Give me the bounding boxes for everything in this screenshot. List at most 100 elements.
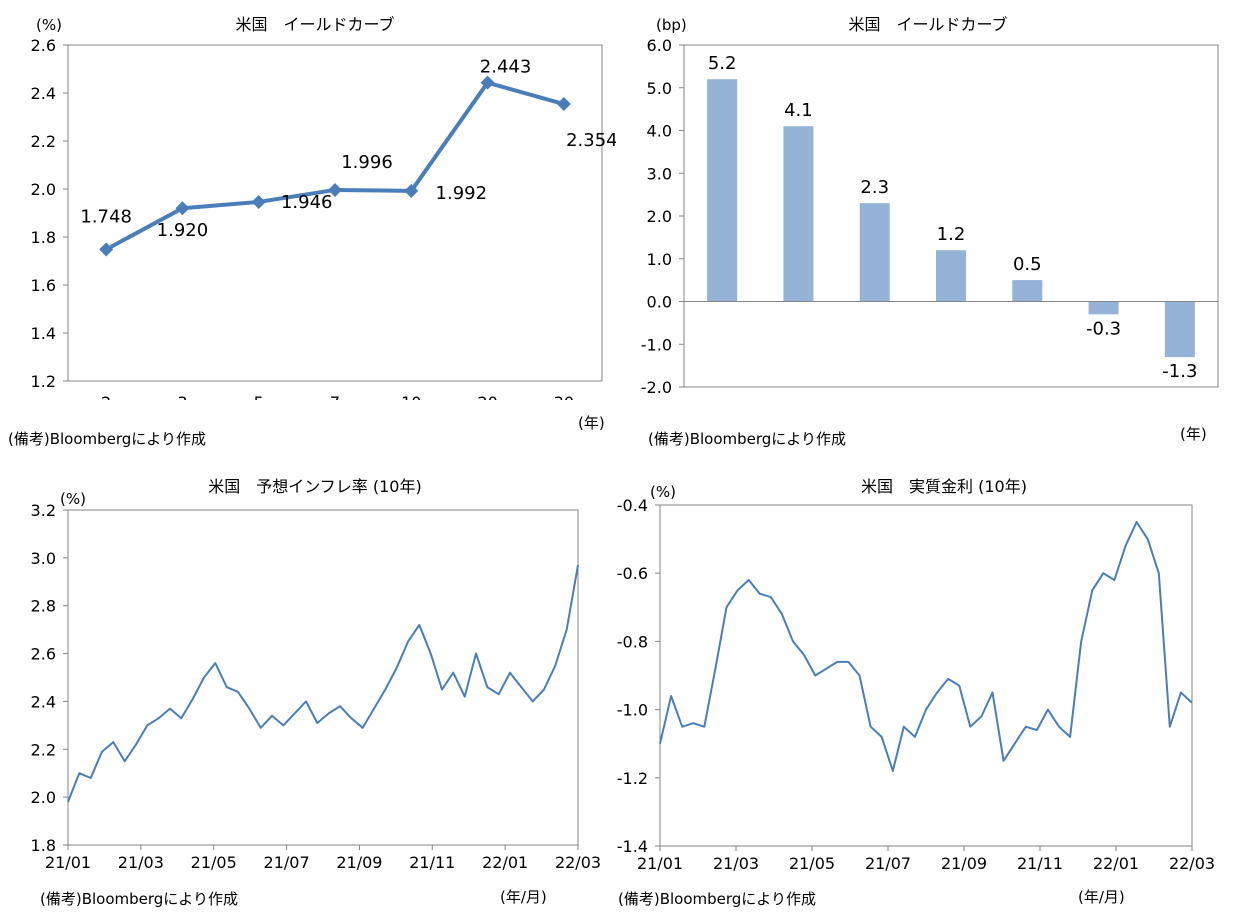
x-tick-label: 7 [946, 398, 956, 400]
series-line [659, 521, 1193, 772]
y-tick-label: 1.4 [31, 324, 56, 343]
y-tick-label: 3.2 [31, 501, 56, 520]
x-tick-label: 2 [101, 393, 111, 400]
y-tick-label: 3.0 [31, 549, 56, 568]
x-tick-label: 21/07 [865, 854, 911, 873]
data-label: 1.748 [80, 206, 132, 227]
x-tick-label: 30 [1170, 398, 1190, 400]
x-tick-label: 3 [177, 393, 187, 400]
y-tick-label: 2.4 [31, 84, 56, 103]
y-tick-label: -1.4 [617, 837, 648, 856]
y-tick-label: 4.0 [647, 122, 672, 141]
data-label: 2.3 [860, 177, 889, 198]
x-tick-label: 21/09 [941, 854, 987, 873]
data-label: 1.996 [341, 152, 393, 173]
y-unit-label: (%) [650, 483, 676, 501]
x-tick-label: 21/09 [336, 853, 382, 872]
y-tick-label: 6.0 [647, 36, 672, 55]
x-tick-label: 22/01 [482, 853, 528, 872]
inflation-expectation-chart: 米国 予想インフレ率 (10年) (%) 1.8 2.0 2.2 2.4 2.6 2.8 3… [31, 477, 602, 872]
x-tick-label: 10 [1017, 398, 1037, 400]
source-note: (備考)Bloombergにより作成 [648, 430, 847, 448]
y-tick-label: 1.8 [31, 228, 56, 247]
data-point-marker [480, 75, 495, 90]
y-tick-label: 2.6 [31, 645, 56, 664]
y-unit-label: (bp) [656, 16, 687, 34]
bar [1164, 301, 1195, 358]
real-rate-panel: 米国 実質金利 (10年) (%) -1.4 -1.2 -1.0 -0.8 -0.6 -0… [616, 460, 1233, 923]
y-tick-label: 1.0 [647, 250, 672, 269]
data-label: 1.920 [157, 220, 209, 241]
y-tick-label: 2.6 [31, 36, 56, 55]
x-tick-label: 21/11 [409, 853, 455, 872]
x-unit-label: (年/月) [500, 888, 547, 906]
yield-curve-line-panel: 米国 イールドカーブ (%) 1.2 1.4 1.6 1.8 2.0 2.2 2.4 2.6 2… [0, 0, 618, 460]
x-unit-label: (年) [578, 414, 605, 432]
data-label: 1.992 [436, 183, 488, 204]
x-tick-label: 22/03 [1169, 854, 1215, 873]
data-label: 5.2 [708, 53, 737, 74]
y-unit-label: (%) [60, 490, 86, 508]
real-rate-chart: 米国 実質金利 (10年) (%) -1.4 -1.2 -1.0 -0.8 -0.6 -0… [617, 477, 1215, 873]
data-label: 4.1 [784, 100, 813, 121]
y-unit-label: (%) [36, 16, 62, 34]
x-tick-label: 2 [717, 398, 727, 400]
x-tick-label: 21/05 [789, 854, 835, 873]
y-tick-label: -2.0 [641, 378, 672, 397]
source-note: (備考)Bloombergにより作成 [618, 890, 817, 908]
y-tick-label: 3.0 [647, 164, 672, 183]
data-label: -0.3 [1086, 318, 1121, 339]
chart-title: 米国 イールドカーブ [235, 15, 394, 34]
y-tick-label: 2.4 [31, 692, 56, 711]
data-label: 2.354 [566, 130, 616, 151]
x-tick-label: 20 [1093, 398, 1113, 400]
y-tick-label: 1.2 [31, 372, 56, 391]
x-tick-label: 21/05 [191, 853, 237, 872]
data-label: -1.3 [1162, 361, 1197, 382]
bar [707, 79, 738, 302]
y-tick-label: 2.0 [31, 788, 56, 807]
source-note: (備考)Bloombergにより作成 [40, 890, 239, 908]
x-tick-label: 21/03 [118, 853, 164, 872]
data-label: 1.946 [281, 192, 333, 213]
data-point-marker [328, 182, 342, 197]
bar [859, 203, 890, 302]
x-tick-label: 30 [554, 393, 574, 400]
data-point-marker [556, 97, 571, 112]
x-tick-label: 3 [793, 398, 803, 400]
x-tick-label: 10 [401, 393, 421, 400]
chart-title: 米国 実質金利 (10年) [861, 477, 1027, 496]
x-tick-label: 21/01 [637, 854, 683, 873]
y-tick-label: 2.2 [31, 132, 56, 151]
x-tick-label: 5 [870, 398, 880, 400]
y-tick-label: 2.0 [647, 207, 672, 226]
x-tick-label: 21/01 [45, 853, 91, 872]
y-tick-label: -1.0 [641, 335, 672, 354]
data-point-marker [404, 183, 419, 198]
y-tick-label: -1.2 [617, 769, 648, 788]
y-tick-label: 2.2 [31, 740, 56, 759]
data-label: 0.5 [1013, 254, 1042, 275]
inflation-expectation-panel: 米国 予想インフレ率 (10年) (%) 1.8 2.0 2.2 2.4 2.6 2.8 3… [0, 460, 616, 923]
x-unit-label: (年/月) [1078, 888, 1125, 906]
x-tick-label: 21/07 [264, 853, 310, 872]
x-tick-label: 22/01 [1093, 854, 1139, 873]
y-tick-label: -1.0 [617, 701, 648, 720]
y-tick-label: 2.8 [31, 597, 56, 616]
x-tick-label: 20 [477, 393, 497, 400]
y-tick-label: 1.8 [31, 836, 56, 855]
bar [1012, 280, 1043, 302]
bar [1088, 301, 1119, 315]
bar [936, 250, 966, 302]
yield-curve-change-panel: 米国 イールドカーブ (bp) -2.0 -1.0 0.0 1.0 2.0 3.0 4.0 5… [616, 0, 1233, 460]
bar [783, 126, 814, 302]
y-tick-label: 2.0 [31, 180, 56, 199]
y-tick-label: -0.6 [617, 564, 648, 583]
x-tick-label: 7 [330, 393, 340, 400]
data-point-marker [251, 194, 266, 209]
y-tick-label: 1.6 [31, 276, 56, 295]
y-tick-label: 0.0 [647, 293, 672, 312]
yield-curve-change-bar-chart: 米国 イールドカーブ (bp) -2.0 -1.0 0.0 1.0 2.0 3.0 4.0 5… [641, 15, 1219, 417]
data-label: 2.443 [480, 57, 532, 78]
yield-curve-line-chart: 米国 イールドカーブ (%) 1.2 1.4 1.6 1.8 2.0 2.2 2.4 2.6 2… [31, 15, 618, 412]
